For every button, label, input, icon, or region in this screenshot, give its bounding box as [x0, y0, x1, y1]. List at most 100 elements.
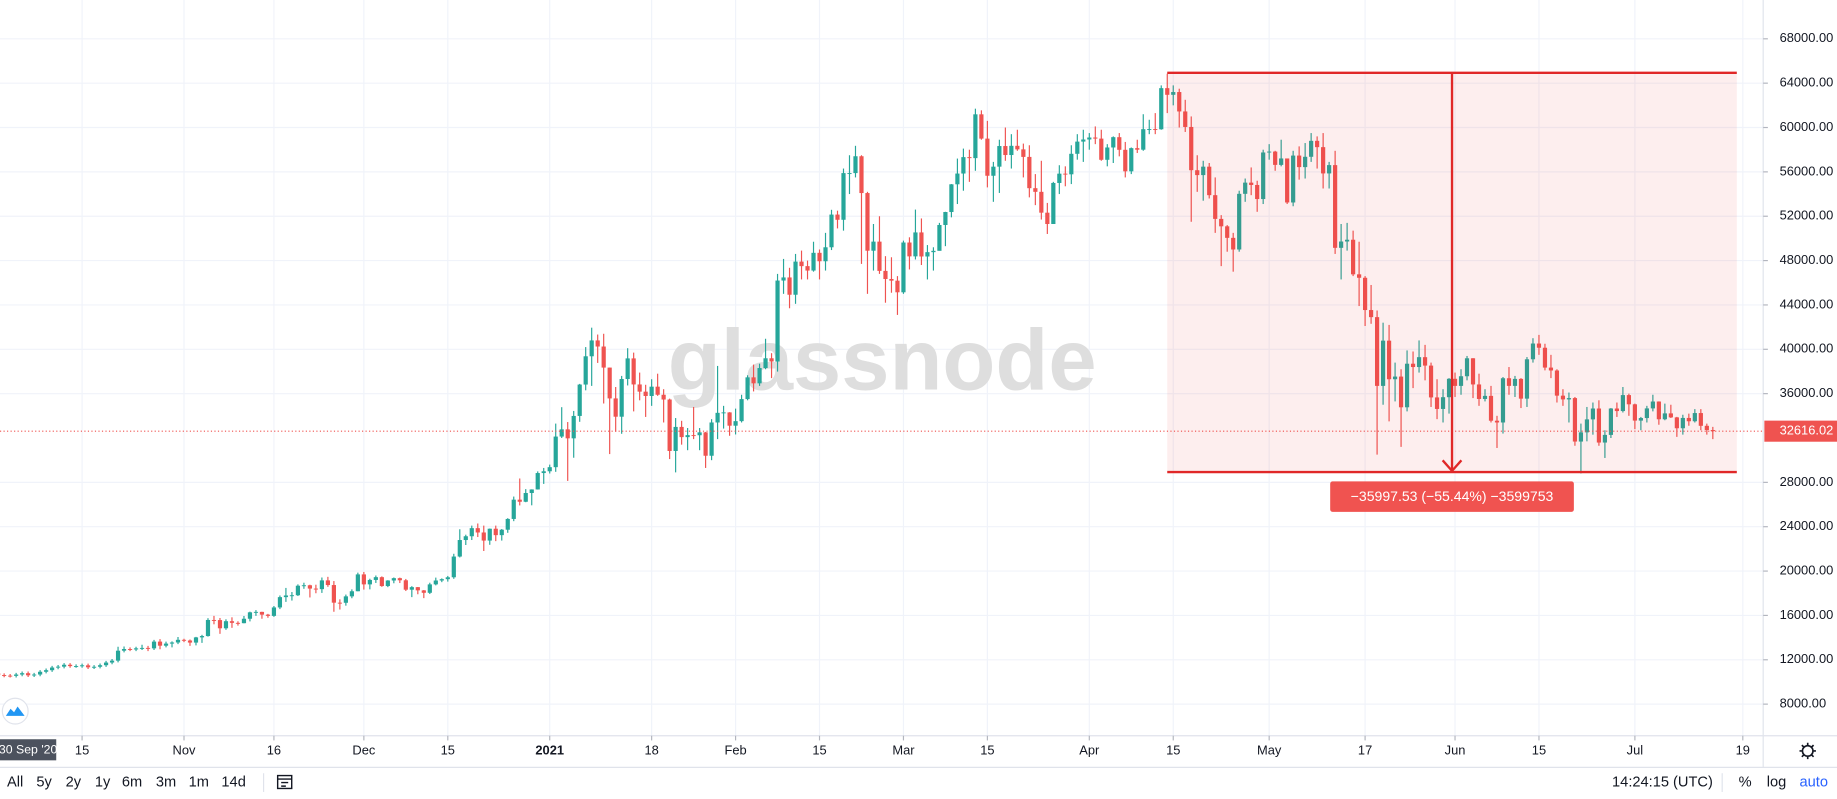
auto-button[interactable]: auto: [1800, 774, 1828, 790]
candle-body: [1506, 378, 1512, 386]
candle-body: [1021, 149, 1026, 157]
candle-body: [1267, 151, 1272, 153]
candle-body: [463, 536, 468, 541]
candle-body: [151, 641, 157, 649]
x-tick-label: 15: [441, 742, 455, 757]
settings-icon[interactable]: [1799, 742, 1816, 760]
candle-body: [343, 596, 348, 603]
candle-body: [235, 622, 241, 624]
candle-body: [1434, 397, 1440, 409]
y-tick-label: 36000.00: [1780, 385, 1834, 400]
candle-body: [853, 156, 858, 174]
candle-body: [1632, 404, 1637, 421]
candle-body: [547, 467, 552, 472]
range-button[interactable]: 14d: [221, 774, 245, 790]
candle-body: [1578, 432, 1584, 442]
candle-body: [775, 280, 780, 362]
candle-body: [1680, 417, 1685, 429]
candle-body: [601, 346, 606, 368]
candle-body: [265, 614, 271, 616]
candle-body: [805, 266, 810, 271]
icon-frame[interactable]: [276, 774, 293, 790]
range-button[interactable]: 1m: [189, 774, 209, 790]
range-button[interactable]: 3m: [156, 774, 176, 790]
candle-body: [1428, 365, 1434, 398]
candle-body: [685, 435, 690, 438]
range-button[interactable]: 2y: [66, 774, 82, 790]
last-price-label: 32616.02: [1780, 423, 1834, 438]
candle-body: [577, 384, 582, 416]
candle-body: [403, 580, 408, 590]
candle-body: [1057, 173, 1062, 183]
candle-body: [1662, 413, 1667, 420]
candle-body: [361, 574, 366, 585]
candle-body: [895, 280, 900, 293]
candle-body: [1692, 413, 1697, 422]
candle-body: [1530, 343, 1536, 360]
candle-body: [1231, 237, 1236, 250]
x-tick-label: 17: [1358, 742, 1372, 757]
candle-body: [481, 532, 486, 541]
candle-body: [823, 247, 828, 262]
candle-body: [925, 252, 930, 257]
candle-body: [1512, 378, 1518, 386]
candle-body: [1153, 129, 1158, 131]
candle-body: [583, 356, 588, 385]
candle-body: [1548, 367, 1554, 371]
candle-body: [1123, 149, 1128, 172]
candle-body: [475, 528, 480, 533]
range-button[interactable]: 1y: [95, 774, 111, 790]
candle-body: [205, 619, 211, 637]
candle-body: [379, 577, 384, 587]
candle-body: [841, 173, 846, 220]
candle-body: [883, 270, 888, 279]
candle-body: [1590, 408, 1596, 420]
icon-lines: [277, 778, 292, 787]
candle-body: [565, 429, 570, 439]
candle-body: [1638, 418, 1643, 421]
candle-body: [847, 173, 852, 175]
candle-body: [727, 412, 732, 426]
candle-body: [679, 426, 684, 438]
candle-body: [877, 241, 882, 271]
candle-body: [817, 252, 822, 262]
measure-arrowhead: [1441, 459, 1463, 473]
range-button[interactable]: 6m: [122, 774, 142, 790]
candle-body: [1015, 145, 1020, 150]
date-range-icon[interactable]: [276, 774, 293, 790]
candle-body: [1710, 430, 1715, 432]
candle-body: [655, 386, 660, 395]
candle-body: [157, 641, 163, 646]
candle-body: [961, 157, 966, 174]
candle-body: [1524, 359, 1530, 399]
candle-body: [1596, 408, 1602, 443]
y-tick-label: 48000.00: [1780, 252, 1834, 267]
candle-body: [97, 665, 103, 667]
gear[interactable]: [1801, 744, 1814, 758]
x-tick-label: 19: [1736, 742, 1750, 757]
log-button[interactable]: log: [1767, 774, 1787, 790]
candle-body: [1027, 156, 1032, 189]
candle-body: [1261, 152, 1266, 200]
percent-button[interactable]: %: [1739, 774, 1752, 790]
candle-body: [985, 138, 990, 176]
grid: [0, 0, 1764, 736]
candle-body: [241, 618, 247, 624]
range-button[interactable]: All: [7, 774, 23, 790]
tv-logo[interactable]: [1, 697, 29, 725]
candle-body: [889, 278, 894, 281]
candle-body: [1464, 358, 1470, 377]
candle-body: [1368, 310, 1374, 318]
candle-body: [1560, 395, 1566, 400]
candle-body: [715, 412, 720, 423]
range-button[interactable]: 5y: [36, 774, 52, 790]
candle-body: [757, 368, 762, 384]
x-tick-label: Apr: [1079, 742, 1100, 757]
x-tick-label: 15: [75, 742, 89, 757]
candle-body: [199, 636, 205, 638]
candle-body: [451, 556, 456, 578]
candle-body: [907, 242, 912, 257]
x-tick-label: May: [1257, 742, 1282, 757]
candle-body: [799, 261, 804, 267]
